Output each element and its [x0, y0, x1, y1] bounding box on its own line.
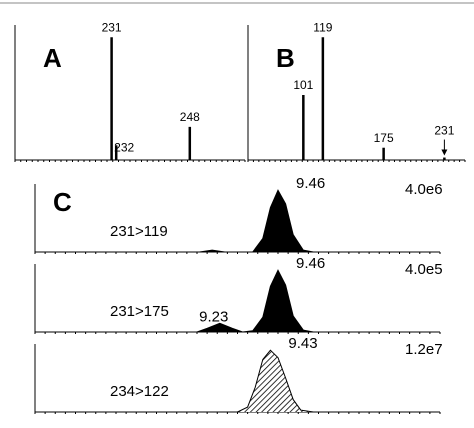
chromatogram	[35, 349, 440, 413]
peak-label: 119	[313, 20, 332, 34]
panel-label: C	[53, 187, 72, 217]
peak-label: 175	[374, 131, 394, 145]
chromatogram	[35, 189, 440, 253]
peak-label: 231	[102, 20, 122, 34]
panel-label: A	[43, 43, 62, 73]
peak-label: 101	[293, 78, 313, 92]
transition-label: 234>122	[110, 383, 169, 400]
arrow-head	[441, 149, 448, 156]
peak-time-label: 9.43	[288, 335, 317, 352]
peak-time-label: 9.23	[199, 308, 228, 325]
peak-time-label: 9.46	[296, 175, 325, 192]
peak-time-label: 9.46	[296, 255, 325, 272]
scale-label: 4.0e5	[405, 261, 443, 278]
chromatogram	[35, 269, 440, 333]
scale-label: 1.2e7	[405, 341, 443, 358]
transition-label: 231>175	[110, 303, 169, 320]
panel-label: B	[276, 43, 295, 73]
peak-label: 248	[180, 110, 200, 124]
transition-label: 231>119	[110, 223, 168, 240]
peak-label: 231	[434, 124, 454, 138]
scale-label: 4.0e6	[405, 181, 443, 198]
peak-label: 232	[114, 140, 134, 154]
